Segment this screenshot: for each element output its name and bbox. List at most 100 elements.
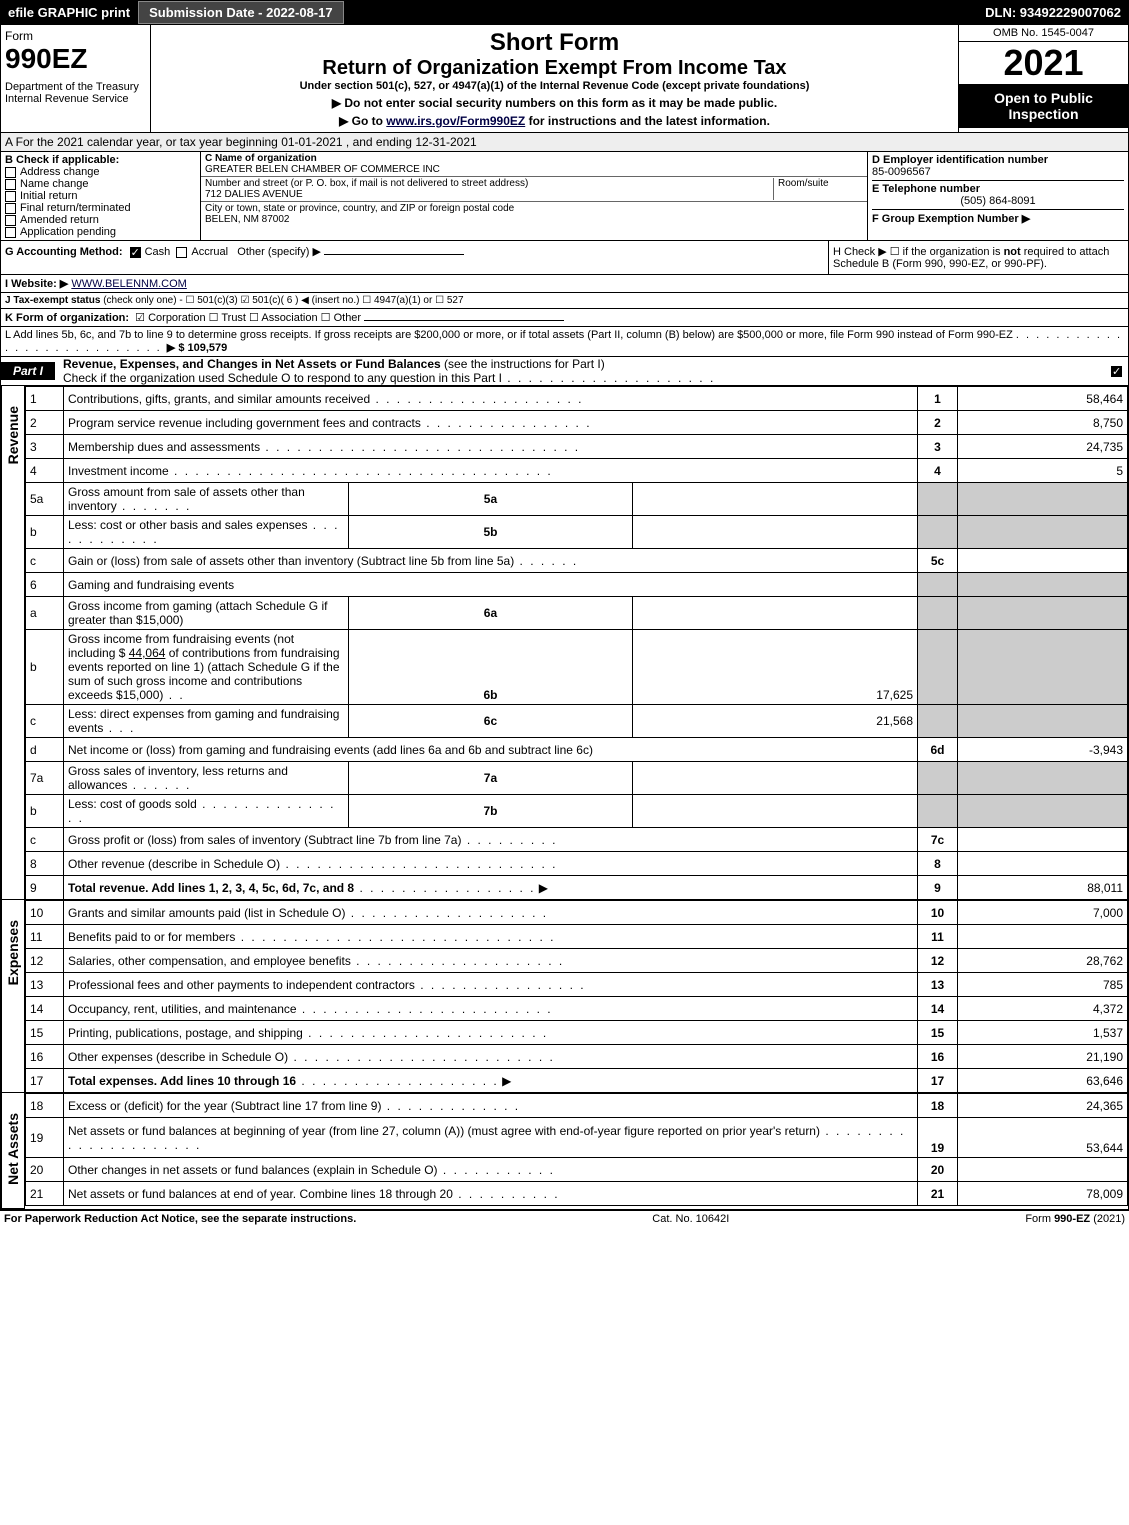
b-opt-address: Address change <box>5 166 196 178</box>
revenue-table: 1Contributions, gifts, grants, and simil… <box>25 386 1128 900</box>
line-5b: bLess: cost or other basis and sales exp… <box>26 516 1128 549</box>
phone-value: (505) 864-8091 <box>872 195 1124 207</box>
net-assets-section: Net Assets 18Excess or (deficit) for the… <box>0 1093 1129 1210</box>
checkbox-icon[interactable] <box>5 167 16 178</box>
line-6a: aGross income from gaming (attach Schedu… <box>26 597 1128 630</box>
schedule-o-checkbox[interactable] <box>1111 366 1122 377</box>
col-cdef: C Name of organization GREATER BELEN CHA… <box>201 152 1128 240</box>
goto-line: ▶ Go to www.irs.gov/Form990EZ for instru… <box>155 114 954 128</box>
ein-value: 85-0096567 <box>872 166 931 178</box>
col-h-schedule-b: H Check ▶ ☐ if the organization is not r… <box>828 241 1128 274</box>
checkbox-icon[interactable] <box>5 227 16 238</box>
row-a-begin: 01-01-2021 <box>281 135 342 149</box>
checkbox-icon[interactable] <box>5 215 16 226</box>
top-bar: efile GRAPHIC print Submission Date - 20… <box>0 0 1129 24</box>
row-j-tax-exempt: J Tax-exempt status (check only one) - ☐… <box>0 293 1129 309</box>
fundraising-excluded: 44,064 <box>129 646 166 660</box>
line-9: 9Total revenue. Add lines 1, 2, 3, 4, 5c… <box>26 876 1128 900</box>
line-21: 21Net assets or fund balances at end of … <box>26 1182 1128 1206</box>
line-6d: dNet income or (loss) from gaming and fu… <box>26 738 1128 762</box>
omb-number: OMB No. 1545-0047 <box>959 25 1128 42</box>
addr-label: Number and street (or P. O. box, if mail… <box>205 178 528 189</box>
line-7a: 7aGross sales of inventory, less returns… <box>26 762 1128 795</box>
line-7b: bLess: cost of goods sold . . . . . . . … <box>26 795 1128 828</box>
checkbox-icon[interactable] <box>176 247 187 258</box>
checkbox-icon[interactable] <box>5 203 16 214</box>
line-12: 12Salaries, other compensation, and empl… <box>26 949 1128 973</box>
row-i-website: I Website: ▶ WWW.BELENNM.COM <box>0 275 1129 293</box>
line-16: 16Other expenses (describe in Schedule O… <box>26 1045 1128 1069</box>
line-18: 18Excess or (deficit) for the year (Subt… <box>26 1094 1128 1118</box>
b-opt-name: Name change <box>5 178 196 190</box>
row-l-gross-receipts: L Add lines 5b, 6c, and 7b to line 9 to … <box>0 327 1129 357</box>
dept-treasury: Department of the Treasury Internal Reve… <box>5 81 146 105</box>
website-link[interactable]: WWW.BELENNM.COM <box>71 278 187 290</box>
goto-pre: ▶ Go to <box>339 114 386 128</box>
col-b-checkboxes: B Check if applicable: Address change Na… <box>1 152 201 240</box>
gross-receipts-amount: ▶ $ 109,579 <box>167 342 227 354</box>
form-subtitle: Return of Organization Exempt From Incom… <box>155 57 954 80</box>
org-name: GREATER BELEN CHAMBER OF COMMERCE INC <box>205 164 440 175</box>
org-city: BELEN, NM 87002 <box>205 214 290 225</box>
form-number: 990EZ <box>5 43 146 75</box>
page-footer: For Paperwork Reduction Act Notice, see … <box>0 1210 1129 1227</box>
e-phone-block: E Telephone number(505) 864-8091 <box>872 180 1124 207</box>
line-20: 20Other changes in net assets or fund ba… <box>26 1158 1128 1182</box>
b-title: B Check if applicable: <box>5 154 196 166</box>
d-ein-block: D Employer identification number85-00965… <box>872 154 1124 178</box>
ssn-warning: ▶ Do not enter social security numbers o… <box>155 96 954 110</box>
b-opt-initial: Initial return <box>5 190 196 202</box>
line-14: 14Occupancy, rent, utilities, and mainte… <box>26 997 1128 1021</box>
under-section: Under section 501(c), 527, or 4947(a)(1)… <box>155 80 954 92</box>
line-11: 11Benefits paid to or for members . . . … <box>26 925 1128 949</box>
header-right: OMB No. 1545-0047 2021 Open to Public In… <box>958 25 1128 132</box>
header-left: Form 990EZ Department of the Treasury In… <box>1 25 151 132</box>
efile-label: efile GRAPHIC print <box>0 5 138 20</box>
line-5a: 5aGross amount from sale of assets other… <box>26 483 1128 516</box>
row-a-tax-year: A For the 2021 calendar year, or tax yea… <box>0 133 1129 152</box>
line-7c: cGross profit or (loss) from sales of in… <box>26 828 1128 852</box>
line-13: 13Professional fees and other payments t… <box>26 973 1128 997</box>
irs-link[interactable]: www.irs.gov/Form990EZ <box>386 114 525 128</box>
dln-label: DLN: 93492229007062 <box>985 5 1129 20</box>
expenses-sidelabel: Expenses <box>1 900 25 1093</box>
goto-post: for instructions and the latest informat… <box>525 114 770 128</box>
footer-right: Form 990-EZ (2021) <box>1025 1213 1125 1225</box>
line-3: 3Membership dues and assessments . . . .… <box>26 435 1128 459</box>
net-assets-sidelabel: Net Assets <box>1 1093 25 1209</box>
org-address: 712 DALIES AVENUE <box>205 189 303 200</box>
line-8: 8Other revenue (describe in Schedule O) … <box>26 852 1128 876</box>
room-suite-label: Room/suite <box>773 178 863 200</box>
b-opt-pending: Application pending <box>5 226 196 238</box>
form-title: Short Form <box>155 29 954 57</box>
row-k-org-form: K Form of organization: ☑ Corporation ☐ … <box>0 309 1129 327</box>
form-header: Form 990EZ Department of the Treasury In… <box>0 24 1129 133</box>
row-a-end: 12-31-2021 <box>415 135 476 149</box>
line-19: 19Net assets or fund balances at beginni… <box>26 1118 1128 1158</box>
checkbox-checked-icon[interactable] <box>130 247 141 258</box>
part-i-title-wrap: Revenue, Expenses, and Changes in Net As… <box>63 357 715 385</box>
c-addr-block: Number and street (or P. O. box, if mail… <box>201 177 867 202</box>
line-6: 6Gaming and fundraising events <box>26 573 1128 597</box>
expenses-table: 10Grants and similar amounts paid (list … <box>25 900 1128 1093</box>
net-assets-table: 18Excess or (deficit) for the year (Subt… <box>25 1093 1128 1206</box>
section-b-c-d-e-f: B Check if applicable: Address change Na… <box>0 152 1129 241</box>
b-opt-final: Final return/terminated <box>5 202 196 214</box>
revenue-section: Revenue 1Contributions, gifts, grants, a… <box>0 386 1129 900</box>
line-6b: bGross income from fundraising events (n… <box>26 630 1128 705</box>
row-g-h: G Accounting Method: Cash Accrual Other … <box>0 241 1129 275</box>
form-word: Form <box>5 29 146 43</box>
line-5c: cGain or (loss) from sale of assets othe… <box>26 549 1128 573</box>
line-17: 17Total expenses. Add lines 10 through 1… <box>26 1069 1128 1093</box>
line-15: 15Printing, publications, postage, and s… <box>26 1021 1128 1045</box>
col-c: C Name of organization GREATER BELEN CHA… <box>201 152 868 240</box>
open-to-public: Open to Public Inspection <box>959 84 1128 128</box>
line-4: 4Investment income . . . . . . . . . . .… <box>26 459 1128 483</box>
expenses-section: Expenses 10Grants and similar amounts pa… <box>0 900 1129 1093</box>
c-name-block: C Name of organization GREATER BELEN CHA… <box>201 152 867 177</box>
checkbox-icon[interactable] <box>5 191 16 202</box>
line-6c: cLess: direct expenses from gaming and f… <box>26 705 1128 738</box>
col-def: D Employer identification number85-00965… <box>868 152 1128 240</box>
revenue-sidelabel: Revenue <box>1 386 25 900</box>
checkbox-icon[interactable] <box>5 179 16 190</box>
